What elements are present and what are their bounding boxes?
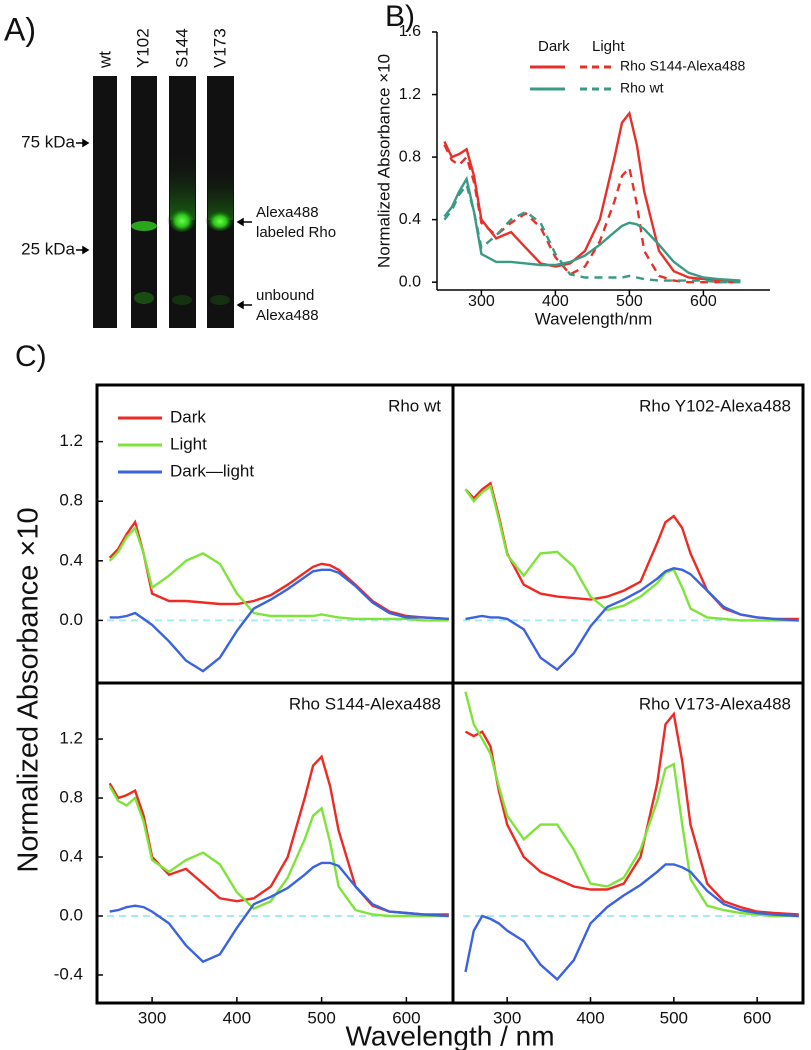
x-tick-label: 600 (690, 293, 717, 310)
y-tick-label: 0.4 (59, 550, 83, 569)
line (108, 519, 449, 621)
chart: 0.0 0.4 0.8 1.2 Rho wt Dark Light Dark—light (59, 383, 455, 685)
panel-label: B) (385, 0, 415, 33)
line (464, 863, 799, 982)
x-tick-label: 400 (542, 293, 569, 310)
marker-label: 25 kDa (21, 239, 75, 258)
chart: 300 400 500 600 Rho V173-Alexa488 (451, 681, 805, 1027)
line (464, 484, 799, 622)
chart: -0.4 0.0 0.4 0.8 1.2 300 400 500 600 Rho S144-Ale… (54, 681, 455, 1027)
x-tick-label: 500 (307, 1008, 335, 1027)
panel-frame (451, 383, 805, 685)
legend-header: Dark (538, 38, 570, 55)
lane-label: S144 (172, 28, 191, 68)
x-tick-label: 300 (138, 1008, 166, 1027)
chart-title: Rho S144-Alexa488 (289, 694, 441, 713)
chart-title: Rho Y102-Alexa488 (639, 396, 791, 415)
chart: Rho Y102-Alexa488 (451, 383, 805, 685)
x-tick-label: 400 (223, 1008, 251, 1027)
line (464, 691, 799, 918)
legend-header: Light (592, 38, 625, 55)
y-tick-label: 1.2 (59, 729, 83, 748)
marker-label: 75 kDa (21, 132, 75, 151)
y-tick-label: -0.4 (54, 964, 83, 983)
x-tick-label: 600 (392, 1008, 420, 1027)
chart-title: Rho V173-Alexa488 (639, 694, 791, 713)
y-tick-label: 0.8 (399, 148, 421, 165)
line (109, 861, 449, 964)
legend-label: Dark—light (170, 461, 254, 480)
gel-arrows (76, 138, 252, 310)
line (108, 785, 449, 918)
y-tick-label: 0.8 (59, 788, 83, 807)
gel-annotation: labeled Rho (256, 224, 336, 241)
legend-label: Dark (170, 407, 206, 426)
line (465, 567, 799, 672)
lane-label: V173 (210, 28, 229, 68)
panel-frame (95, 383, 455, 685)
line (108, 525, 449, 622)
y-tick-label: 0.4 (399, 211, 421, 228)
x-tick-label: 300 (493, 1008, 521, 1027)
line (109, 568, 449, 673)
x-tick-label: 400 (576, 1008, 604, 1027)
line-dark (443, 175, 741, 282)
x-axis-label: Wavelength/nm (535, 309, 652, 328)
legend-label: Rho S144-Alexa488 (620, 58, 746, 74)
y-axis-label: Normalized Absorbance ×10 (13, 507, 45, 872)
y-tick-label: 0.0 (59, 610, 83, 629)
x-tick-label: 300 (468, 293, 495, 310)
y-tick-label: 1.2 (59, 431, 83, 450)
legend-label: Light (170, 434, 207, 453)
gel (93, 76, 235, 328)
gel-annotation: Alexa488 (256, 204, 319, 221)
y-tick-label: 0.8 (59, 491, 83, 510)
line-light (443, 144, 741, 284)
line (108, 754, 449, 916)
panel-label: C) (15, 340, 47, 373)
line-light (443, 182, 741, 284)
legend-label: Rho wt (620, 80, 664, 96)
gel-annotation: unbound (256, 287, 314, 304)
y-tick-label: 1.2 (399, 86, 421, 103)
line (464, 481, 799, 621)
lane-label: wt (95, 51, 114, 69)
line-dark (443, 110, 741, 282)
y-tick-label: 0.4 (59, 846, 83, 865)
x-tick-label: 500 (616, 293, 643, 310)
y-axis-label: Normalized Absorbance ×10 (374, 54, 393, 268)
x-axis-label: Wavelength / nm (345, 1020, 554, 1050)
y-tick-label: 1.6 (399, 23, 421, 40)
x-tick-label: 500 (660, 1008, 688, 1027)
line (464, 711, 799, 916)
y-tick-label: 0.0 (59, 905, 83, 924)
chart: 0.0 0.4 0.8 1.2 1.6 300 400 500 600 B) Normalized … (374, 0, 770, 328)
y-tick-label: 0.0 (399, 273, 421, 290)
lane-label: Y102 (133, 28, 152, 68)
x-tick-label: 600 (743, 1008, 771, 1027)
panel-frame (451, 681, 805, 1005)
chart-title: Rho wt (388, 396, 441, 415)
gel-annotation: Alexa488 (256, 307, 319, 324)
panel-label: A) (4, 11, 36, 47)
